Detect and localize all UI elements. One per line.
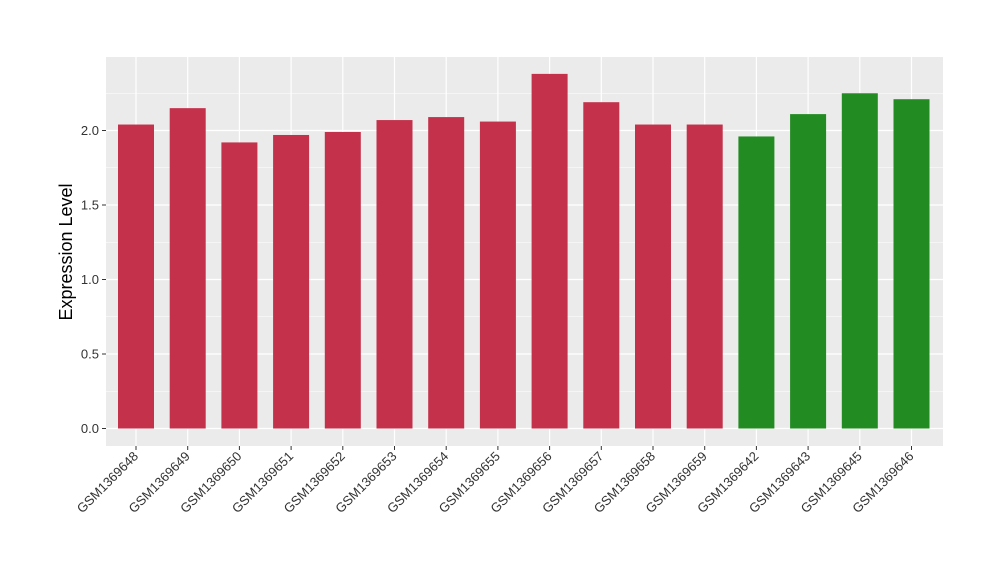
x-axis: GSM1369648GSM1369649GSM1369650GSM1369651… (74, 446, 917, 516)
y-tick-label: 1.0 (81, 272, 99, 287)
bars (118, 73, 930, 429)
y-tick-label: 2.0 (81, 123, 99, 138)
bar (893, 99, 930, 429)
bar (273, 134, 310, 429)
bar (169, 108, 206, 429)
bar (635, 124, 671, 429)
y-axis: 0.0 0.5 1.0 1.5 2.0 (81, 123, 106, 436)
bar (790, 114, 827, 429)
y-axis-title: Expression Level (56, 183, 76, 320)
bar (324, 131, 361, 429)
bar (376, 120, 413, 429)
bar (118, 124, 154, 429)
bar (428, 117, 465, 429)
bar (738, 136, 775, 429)
y-tick-label: 0.0 (81, 421, 99, 436)
bar (686, 124, 723, 429)
y-tick-label: 0.5 (81, 347, 99, 362)
bar (221, 142, 258, 429)
bar (583, 102, 620, 429)
bar (531, 73, 568, 429)
y-tick-label: 1.5 (81, 198, 99, 213)
bar (479, 121, 516, 429)
bar (841, 93, 878, 429)
